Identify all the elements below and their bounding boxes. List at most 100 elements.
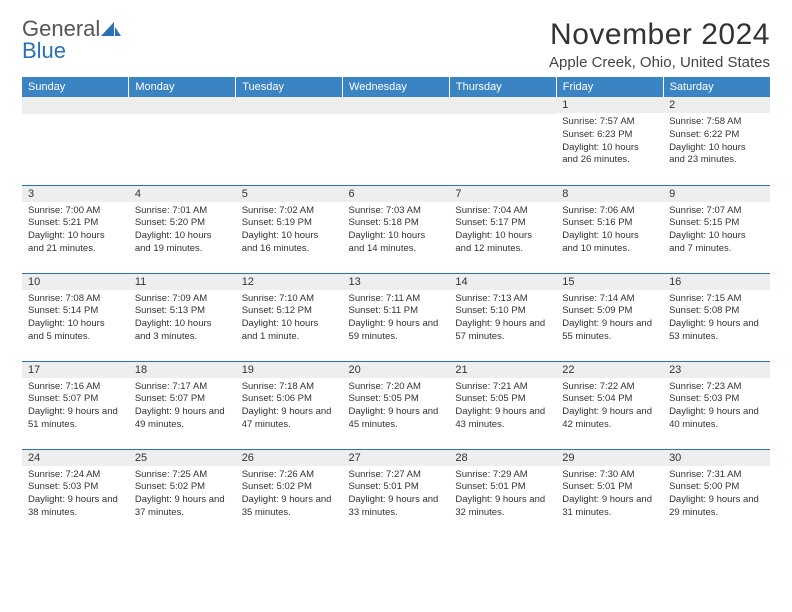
- day-number: 15: [556, 274, 663, 290]
- day-header: Saturday: [663, 77, 770, 97]
- cell-body: Sunrise: 7:18 AMSunset: 5:06 PMDaylight:…: [236, 378, 343, 436]
- day-number: 1: [556, 97, 663, 113]
- calendar-week-row: 10Sunrise: 7:08 AMSunset: 5:14 PMDayligh…: [22, 273, 770, 361]
- daylight-text: Daylight: 10 hours and 16 minutes.: [242, 230, 337, 256]
- calendar-cell: 4Sunrise: 7:01 AMSunset: 5:20 PMDaylight…: [129, 185, 236, 273]
- calendar-cell: 5 Sunrise: 7:02 AMSunset: 5:19 PMDaylight…: [236, 185, 343, 273]
- day-number: [343, 97, 450, 114]
- cell-body: Sunrise: 7:06 AMSunset: 5:16 PMDaylight:…: [556, 202, 663, 260]
- calendar-cell: 28Sunrise: 7:29 AMSunset: 5:01 PMDayligh…: [449, 449, 556, 537]
- daylight-text: Daylight: 9 hours and 33 minutes.: [349, 494, 444, 520]
- daylight-text: Daylight: 10 hours and 26 minutes.: [562, 142, 657, 168]
- sunrise-text: Sunrise: 7:27 AM: [349, 469, 444, 482]
- sunrise-text: Sunrise: 7:30 AM: [562, 469, 657, 482]
- daylight-text: Daylight: 10 hours and 21 minutes.: [28, 230, 123, 256]
- day-number: [22, 97, 129, 114]
- sunset-text: Sunset: 5:08 PM: [669, 305, 764, 318]
- calendar-cell: 3Sunrise: 7:00 AMSunset: 5:21 PMDaylight…: [22, 185, 129, 273]
- sunset-text: Sunset: 5:10 PM: [455, 305, 550, 318]
- sunset-text: Sunset: 6:23 PM: [562, 129, 657, 142]
- sunset-text: Sunset: 5:21 PM: [28, 217, 123, 230]
- calendar-cell: 15Sunrise: 7:14 AMSunset: 5:09 PMDayligh…: [556, 273, 663, 361]
- sunrise-text: Sunrise: 7:01 AM: [135, 205, 230, 218]
- day-number: 4: [129, 186, 236, 202]
- cell-body: Sunrise: 7:14 AMSunset: 5:09 PMDaylight:…: [556, 290, 663, 348]
- sunrise-text: Sunrise: 7:03 AM: [349, 205, 444, 218]
- day-header: Monday: [129, 77, 236, 97]
- sunrise-text: Sunrise: 7:00 AM: [28, 205, 123, 218]
- daylight-text: Daylight: 9 hours and 47 minutes.: [242, 406, 337, 432]
- calendar-cell: 16Sunrise: 7:15 AMSunset: 5:08 PMDayligh…: [663, 273, 770, 361]
- day-number: 23: [663, 362, 770, 378]
- day-number: 7: [449, 186, 556, 202]
- sunrise-text: Sunrise: 7:11 AM: [349, 293, 444, 306]
- calendar-cell: 12Sunrise: 7:10 AMSunset: 5:12 PMDayligh…: [236, 273, 343, 361]
- calendar-cell: 9Sunrise: 7:07 AMSunset: 5:15 PMDaylight…: [663, 185, 770, 273]
- sunset-text: Sunset: 5:19 PM: [242, 217, 337, 230]
- sunrise-text: Sunrise: 7:07 AM: [669, 205, 764, 218]
- sunrise-text: Sunrise: 7:21 AM: [455, 381, 550, 394]
- month-title: November 2024: [549, 18, 770, 52]
- sunset-text: Sunset: 5:11 PM: [349, 305, 444, 318]
- cell-body: Sunrise: 7:20 AMSunset: 5:05 PMDaylight:…: [343, 378, 450, 436]
- day-number: 14: [449, 274, 556, 290]
- calendar-cell: 22Sunrise: 7:22 AMSunset: 5:04 PMDayligh…: [556, 361, 663, 449]
- calendar-cell: 30Sunrise: 7:31 AMSunset: 5:00 PMDayligh…: [663, 449, 770, 537]
- calendar-cell: 29Sunrise: 7:30 AMSunset: 5:01 PMDayligh…: [556, 449, 663, 537]
- sunrise-text: Sunrise: 7:20 AM: [349, 381, 444, 394]
- sunrise-text: Sunrise: 7:17 AM: [135, 381, 230, 394]
- day-number: 20: [343, 362, 450, 378]
- calendar-cell: 13Sunrise: 7:11 AMSunset: 5:11 PMDayligh…: [343, 273, 450, 361]
- day-header: Sunday: [22, 77, 129, 97]
- cell-body: Sunrise: 7:04 AMSunset: 5:17 PMDaylight:…: [449, 202, 556, 260]
- cell-body: Sunrise: 7:10 AMSunset: 5:12 PMDaylight:…: [236, 290, 343, 348]
- cell-body: Sunrise: 7:57 AMSunset: 6:23 PMDaylight:…: [556, 113, 663, 171]
- day-number: 25: [129, 450, 236, 466]
- day-number: 8: [556, 186, 663, 202]
- logo-sail-icon: [101, 18, 121, 40]
- cell-body: Sunrise: 7:08 AMSunset: 5:14 PMDaylight:…: [22, 290, 129, 348]
- day-number: 27: [343, 450, 450, 466]
- daylight-text: Daylight: 10 hours and 10 minutes.: [562, 230, 657, 256]
- sunset-text: Sunset: 5:05 PM: [349, 393, 444, 406]
- day-header: Wednesday: [343, 77, 450, 97]
- sunset-text: Sunset: 5:12 PM: [242, 305, 337, 318]
- calendar-cell: 21Sunrise: 7:21 AMSunset: 5:05 PMDayligh…: [449, 361, 556, 449]
- daylight-text: Daylight: 10 hours and 7 minutes.: [669, 230, 764, 256]
- sunrise-text: Sunrise: 7:02 AM: [242, 205, 337, 218]
- sunrise-text: Sunrise: 7:10 AM: [242, 293, 337, 306]
- daylight-text: Daylight: 9 hours and 45 minutes.: [349, 406, 444, 432]
- sunset-text: Sunset: 5:13 PM: [135, 305, 230, 318]
- sunrise-text: Sunrise: 7:14 AM: [562, 293, 657, 306]
- sunset-text: Sunset: 5:07 PM: [135, 393, 230, 406]
- cell-body: Sunrise: 7:58 AMSunset: 6:22 PMDaylight:…: [663, 113, 770, 171]
- day-number: 13: [343, 274, 450, 290]
- cell-body: Sunrise: 7:27 AMSunset: 5:01 PMDaylight:…: [343, 466, 450, 524]
- sunset-text: Sunset: 5:03 PM: [669, 393, 764, 406]
- daylight-text: Daylight: 10 hours and 14 minutes.: [349, 230, 444, 256]
- calendar-cell: 23Sunrise: 7:23 AMSunset: 5:03 PMDayligh…: [663, 361, 770, 449]
- sunset-text: Sunset: 6:22 PM: [669, 129, 764, 142]
- day-number: 12: [236, 274, 343, 290]
- sunset-text: Sunset: 5:07 PM: [28, 393, 123, 406]
- calendar-cell: [449, 97, 556, 185]
- calendar-week-row: 17Sunrise: 7:16 AMSunset: 5:07 PMDayligh…: [22, 361, 770, 449]
- logo-text-wrap: General Blue: [22, 18, 121, 62]
- day-number: [236, 97, 343, 114]
- daylight-text: Daylight: 9 hours and 31 minutes.: [562, 494, 657, 520]
- calendar-cell: 18Sunrise: 7:17 AMSunset: 5:07 PMDayligh…: [129, 361, 236, 449]
- calendar-cell: 26Sunrise: 7:26 AMSunset: 5:02 PMDayligh…: [236, 449, 343, 537]
- sunset-text: Sunset: 5:16 PM: [562, 217, 657, 230]
- day-header: Friday: [556, 77, 663, 97]
- calendar-head: SundayMondayTuesdayWednesdayThursdayFrid…: [22, 77, 770, 97]
- cell-body: Sunrise: 7:31 AMSunset: 5:00 PMDaylight:…: [663, 466, 770, 524]
- day-number: 5: [236, 186, 343, 202]
- sunrise-text: Sunrise: 7:25 AM: [135, 469, 230, 482]
- sunset-text: Sunset: 5:06 PM: [242, 393, 337, 406]
- calendar-table: SundayMondayTuesdayWednesdayThursdayFrid…: [22, 77, 770, 537]
- cell-body: Sunrise: 7:07 AMSunset: 5:15 PMDaylight:…: [663, 202, 770, 260]
- calendar-cell: 7Sunrise: 7:04 AMSunset: 5:17 PMDaylight…: [449, 185, 556, 273]
- day-number: 18: [129, 362, 236, 378]
- cell-body: Sunrise: 7:23 AMSunset: 5:03 PMDaylight:…: [663, 378, 770, 436]
- sunrise-text: Sunrise: 7:08 AM: [28, 293, 123, 306]
